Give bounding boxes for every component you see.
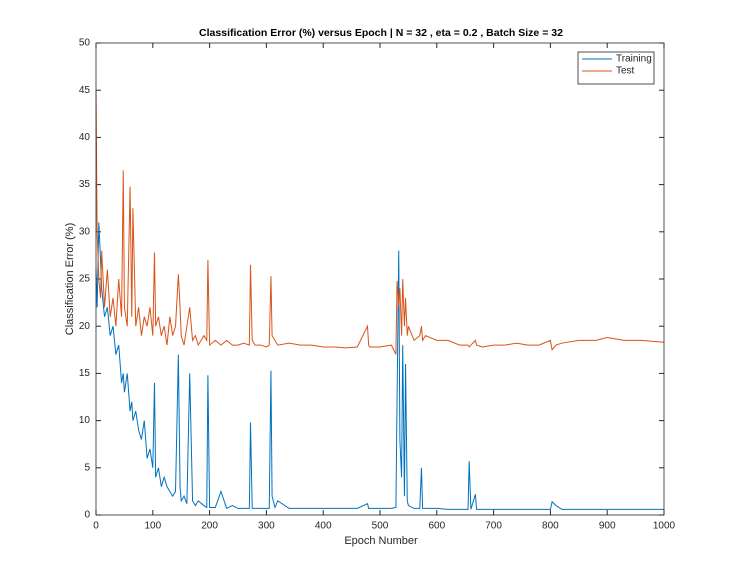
legend-label: Test <box>616 66 635 77</box>
x-axis-label: Epoch Number <box>344 535 418 547</box>
x-tick-label: 900 <box>599 521 616 532</box>
plot-area <box>96 43 664 515</box>
y-tick-label: 15 <box>79 368 91 379</box>
x-tick-label: 200 <box>201 521 218 532</box>
y-tick-label: 25 <box>79 274 91 285</box>
y-tick-label: 30 <box>79 226 91 237</box>
chart-title: Classification Error (%) versus Epoch | … <box>199 27 563 39</box>
y-tick-label: 20 <box>79 321 91 332</box>
y-tick-label: 40 <box>79 132 91 143</box>
legend-box <box>577 51 655 85</box>
y-axis-label: Classification Error (%) <box>64 223 76 335</box>
y-tick-label: 10 <box>79 415 91 426</box>
x-tick-label: 100 <box>144 521 161 532</box>
x-tick-label: 600 <box>428 521 445 532</box>
x-tick-label: 700 <box>485 521 502 532</box>
x-tick-label: 1000 <box>653 521 676 532</box>
y-tick-label: 35 <box>79 179 91 190</box>
y-tick-label: 5 <box>84 462 90 473</box>
y-tick-label: 0 <box>84 510 90 521</box>
x-tick-label: 300 <box>258 521 275 532</box>
x-tick-label: 800 <box>542 521 559 532</box>
x-tick-label: 400 <box>315 521 332 532</box>
x-tick-label: 0 <box>93 521 99 532</box>
series-line <box>95 90 665 355</box>
y-tick-label: 50 <box>79 38 91 49</box>
axes-box <box>95 42 665 516</box>
x-tick-label: 500 <box>372 521 389 532</box>
y-tick-label: 45 <box>79 85 91 96</box>
legend-label: Training <box>616 54 652 65</box>
series-line <box>95 222 664 510</box>
